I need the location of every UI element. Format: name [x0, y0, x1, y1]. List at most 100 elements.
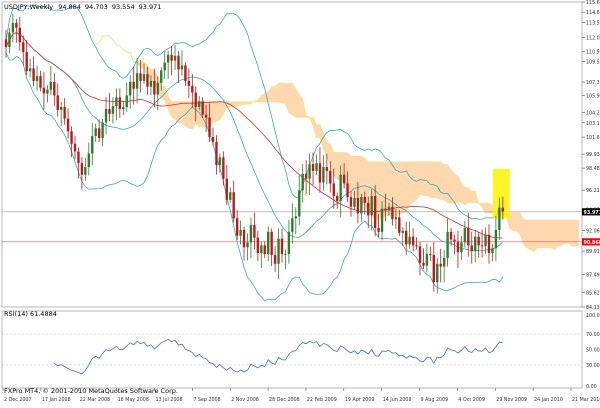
cloud-segment	[527, 220, 530, 249]
candle-body	[32, 68, 34, 81]
candle-body	[357, 198, 359, 213]
candle-body	[143, 74, 145, 81]
time-tick-label: 17 Jan 2008	[42, 397, 71, 403]
candle-body	[477, 237, 479, 246]
candle-body	[39, 76, 41, 88]
candle-body	[112, 106, 114, 114]
cloud-segment	[185, 102, 188, 128]
candle-body	[405, 231, 407, 245]
time-tick-label: 9 Aug 2009	[421, 397, 449, 403]
candle-body	[381, 209, 383, 232]
candle-body	[481, 245, 483, 246]
candle-body	[12, 23, 14, 33]
cloud-segment	[534, 220, 537, 251]
price-tick-label: 109.500	[586, 60, 600, 66]
candle-body	[15, 23, 17, 28]
candle-body	[63, 107, 65, 119]
candle-body	[343, 175, 345, 184]
chart-header: USDJPY,Weekly 94.884 94.703 93.554 93.97…	[4, 3, 161, 11]
current-price-tag-label: 93.971	[584, 210, 600, 216]
candle-body	[177, 56, 179, 70]
candle-body	[298, 190, 300, 216]
time-tick-label: 14 Jun 2009	[383, 397, 412, 403]
candle-body	[5, 39, 7, 47]
candle-body	[19, 28, 21, 43]
candle-body	[422, 263, 424, 266]
time-tick-label: 28 Dec 2008	[269, 397, 300, 403]
time-tick-label: 19 Apr 2009	[345, 397, 375, 403]
price-tick-label: 112.005	[586, 35, 600, 41]
candle-body	[222, 157, 224, 178]
rsi-tick-label: 100.00	[586, 313, 600, 319]
highlight-box	[493, 169, 510, 218]
candle-body	[74, 144, 76, 152]
time-tick-label: 7 Sep 2008	[193, 397, 220, 403]
cloud-segment	[282, 83, 285, 103]
candle-body	[229, 192, 231, 200]
candle-body	[502, 208, 504, 212]
candle-body	[70, 131, 72, 144]
price-tick-label: 103.170	[586, 121, 600, 127]
candle-body	[388, 207, 390, 211]
candle-body	[212, 137, 214, 142]
price-tick-label: 87.490	[586, 272, 600, 278]
candle-body	[295, 216, 297, 218]
candle-body	[284, 254, 286, 255]
candle-body	[167, 55, 169, 63]
cloud-segment	[544, 220, 547, 247]
rsi-header: RSI(14) 61.4884	[4, 310, 57, 318]
candle-body	[415, 245, 417, 246]
time-tick-label: 22 Mar 2008	[80, 397, 110, 403]
candle-body	[377, 228, 379, 232]
candle-body	[433, 255, 435, 282]
cloud-segment	[213, 102, 216, 123]
copyright-text: FXPro MT4, © 2001-2010 MetaQuotes Softwa…	[4, 387, 178, 395]
candle-body	[440, 264, 442, 267]
rsi-tick-label: 30.00	[586, 363, 600, 369]
cloud-segment	[382, 162, 385, 216]
candle-body	[22, 42, 24, 52]
candle-body	[195, 93, 197, 108]
candle-body	[205, 115, 207, 118]
cloud-segment	[434, 162, 437, 198]
candle-body	[115, 97, 117, 106]
candle-body	[350, 197, 352, 207]
candle-body	[164, 63, 166, 71]
cloud-segment	[272, 87, 275, 102]
cloud-segment	[575, 220, 578, 246]
cloud-segment	[437, 162, 440, 199]
candle-body	[398, 217, 400, 232]
candle-body	[360, 197, 362, 213]
candle-body	[322, 167, 324, 182]
candle-body	[184, 65, 186, 80]
candle-body	[219, 157, 221, 165]
candle-body	[412, 237, 414, 246]
candle-body	[257, 238, 259, 253]
candle-body	[239, 230, 241, 236]
candle-body	[246, 242, 248, 247]
candle-body	[126, 95, 128, 107]
candle-body	[101, 123, 103, 138]
cloud-segment	[444, 165, 447, 203]
candle-body	[26, 52, 28, 71]
cloud-segment	[524, 219, 527, 247]
price-tick-label: 96.210	[586, 188, 600, 194]
candle-body	[395, 217, 397, 219]
candle-body	[305, 174, 307, 179]
price-tick-label: 84.130	[586, 305, 600, 311]
cloud-segment	[517, 213, 520, 234]
candle-body	[174, 56, 176, 61]
candle-body	[495, 230, 497, 248]
cloud-segment	[430, 162, 433, 198]
candle-body	[201, 101, 203, 115]
time-tick-label: 4 Oct 2009	[458, 397, 485, 403]
price-tick-label: 107.380	[586, 80, 600, 86]
candle-body	[81, 163, 83, 175]
candle-body	[260, 245, 262, 253]
candle-body	[253, 225, 255, 238]
candle-body	[391, 207, 393, 220]
candle-body	[453, 240, 455, 242]
candle-body	[153, 81, 155, 95]
